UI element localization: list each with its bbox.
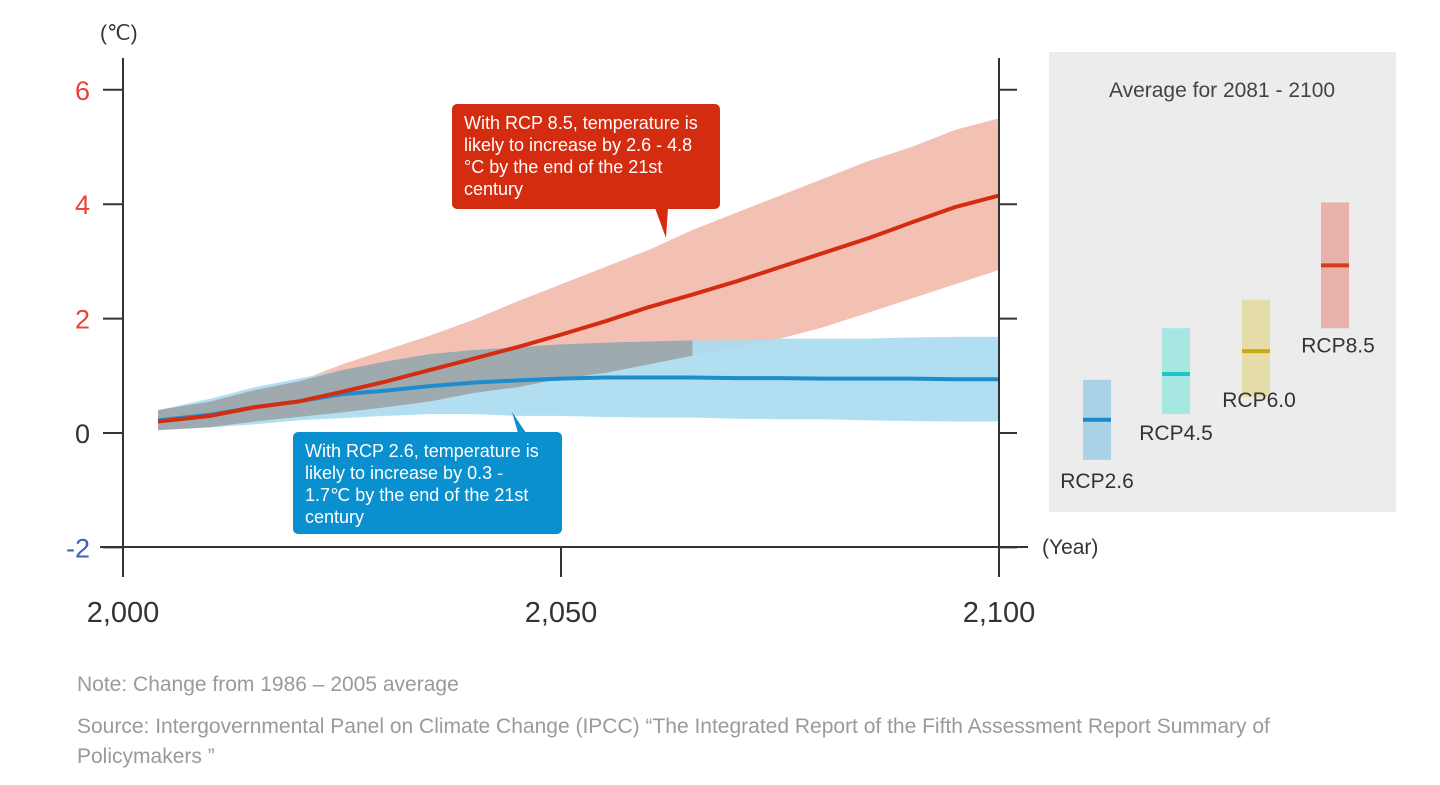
avg-label-rcp45: RCP4.5: [1139, 422, 1213, 445]
y-axis-unit-label: (℃): [100, 22, 138, 45]
y-tick-label: 2: [75, 305, 90, 335]
side-panel: Average for 2081 - 2100 RCP2.6 RCP4.5 RCP6…: [1049, 52, 1396, 512]
annotation-rcp85-pointer: [655, 208, 668, 238]
avg-label-rcp26: RCP2.6: [1060, 470, 1134, 493]
y-tick-label: 0: [75, 419, 90, 449]
annotation-rcp85: With RCP 8.5, temperature is likely to i…: [452, 104, 720, 209]
x-tick-label: 2,100: [963, 597, 1036, 629]
x-tick-label: 2,050: [525, 597, 598, 629]
line-rcp85: [157, 193, 1000, 424]
x-axis-unit-label: (Year): [1042, 536, 1098, 559]
source-text: Source: Intergovernmental Panel on Clima…: [77, 715, 1270, 768]
y-tick-label: -2: [66, 533, 90, 563]
x-tick-label: 2,000: [87, 597, 160, 629]
side-panel-title: Average for 2081 - 2100: [1109, 79, 1335, 102]
band-rcp85: [158, 118, 1000, 431]
annotation-rcp26-pointer: [512, 412, 526, 433]
note-text: Note: Change from 1986 – 2005 average: [77, 673, 459, 696]
avg-bar-rcp60: [1242, 299, 1270, 397]
annotation-rcp26: With RCP 2.6, temperature is likely to i…: [293, 432, 562, 534]
y-tick-label: 6: [75, 76, 90, 106]
avg-label-rcp85: RCP8.5: [1301, 334, 1375, 357]
annotation-rcp26-text: With RCP 2.6, temperature is likely to i…: [305, 441, 539, 527]
avg-bar-rcp45: [1162, 328, 1190, 415]
annotation-rcp85-text: With RCP 8.5, temperature is likely to i…: [464, 113, 698, 199]
avg-label-rcp60: RCP6.0: [1222, 389, 1296, 412]
axes: (℃) (Year) 6 4 2 0 -2 2,000 2,050 2,100: [66, 22, 1098, 629]
y-tick-label: 4: [75, 190, 90, 220]
plot-area: [157, 118, 1000, 433]
